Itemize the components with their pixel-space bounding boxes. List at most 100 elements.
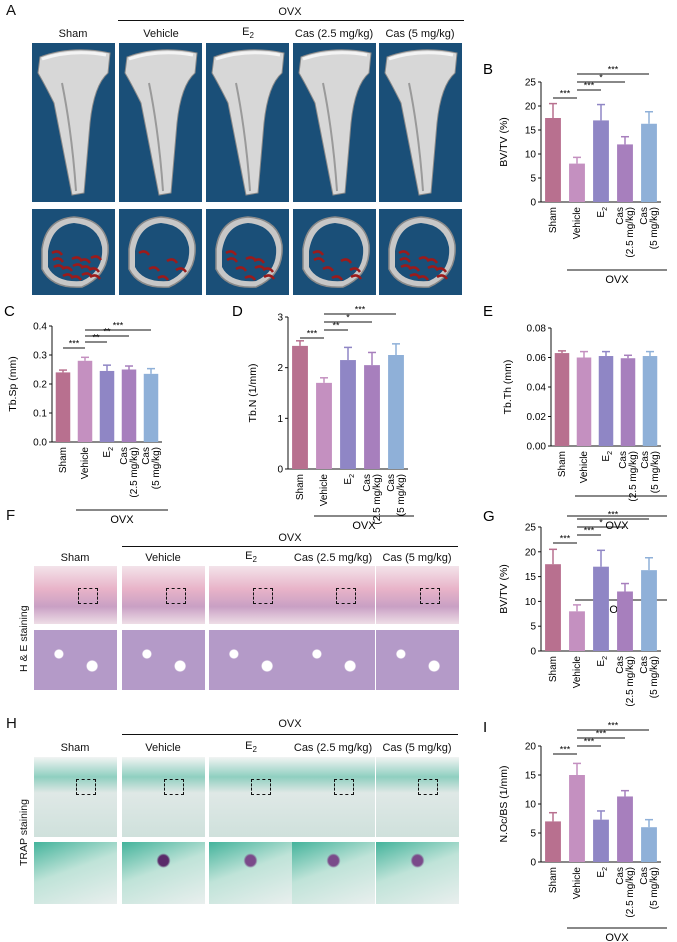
bar-cas25 bbox=[617, 144, 633, 202]
trap-zoom-image-cas5 bbox=[376, 842, 459, 904]
significance-label: *** bbox=[608, 65, 619, 75]
bar-cas5 bbox=[641, 570, 657, 651]
y-tick-label: 0.3 bbox=[33, 351, 47, 362]
bar-sham bbox=[55, 372, 71, 442]
y-tick-label: 20 bbox=[525, 102, 537, 113]
he-overview-image-cas25 bbox=[292, 566, 375, 624]
y-tick-label: 0.02 bbox=[527, 412, 547, 423]
he-side-label: H & E staining bbox=[18, 605, 30, 672]
zoom-box bbox=[418, 779, 438, 795]
trabecula bbox=[53, 264, 66, 270]
trabecula bbox=[71, 256, 84, 262]
y-tick-label: 0.1 bbox=[33, 409, 47, 420]
category-label: Cas(5 mg/kg) bbox=[639, 207, 660, 249]
trabecula bbox=[62, 273, 75, 279]
col-head-a-sham: Sham bbox=[58, 28, 88, 40]
panel-letter-a: A bbox=[6, 2, 17, 19]
trabecula bbox=[81, 272, 94, 278]
y-axis-label: BV/TV (%) bbox=[498, 564, 510, 614]
y-tick-label: 5 bbox=[530, 174, 536, 185]
y-tick-label: 0.4 bbox=[33, 322, 47, 333]
significance-label: *** bbox=[307, 329, 318, 339]
ovx-group-label: OVX bbox=[605, 932, 629, 942]
y-axis-label: Tb.Sp (mm) bbox=[7, 356, 19, 411]
zoom-box bbox=[251, 779, 271, 795]
chart-g: G 0 5 10 15 20 25 BV/TV (%) Sham Vehicle E2 Cas(2.5… bbox=[483, 508, 667, 707]
bar-e2 bbox=[598, 356, 614, 446]
bone-highlight bbox=[388, 51, 454, 61]
bone-highlight bbox=[128, 51, 194, 61]
trap-zoom-image-vehicle bbox=[122, 842, 205, 904]
bone-shadow bbox=[61, 82, 77, 192]
panel-letter-h: H bbox=[6, 715, 17, 732]
trabecula bbox=[225, 250, 238, 256]
category-label: Cas(2.5 mg/kg) bbox=[119, 447, 140, 498]
bar-cas5 bbox=[641, 827, 657, 862]
significance-label: *** bbox=[560, 89, 571, 99]
y-axis-label: Tb.N (1/mm) bbox=[247, 364, 259, 423]
bar-e2 bbox=[99, 370, 115, 442]
bone-shaft bbox=[124, 49, 198, 196]
bone-highlight bbox=[41, 51, 107, 61]
bar-sham bbox=[545, 821, 561, 862]
y-tick-label: 10 bbox=[525, 597, 537, 608]
chart-b: B 0 5 10 15 20 25 BV/TV (%) Sham Vehicle E2 Cas(2.5… bbox=[483, 61, 667, 286]
significance-label: ** bbox=[103, 327, 111, 337]
significance-label: *** bbox=[608, 721, 619, 731]
bone-shape bbox=[124, 49, 198, 196]
trap-overview-image-cas5 bbox=[376, 757, 459, 837]
bone-shaft bbox=[298, 49, 372, 196]
trabecula bbox=[340, 258, 353, 264]
y-tick-label: 25 bbox=[525, 523, 537, 534]
trabecula bbox=[157, 275, 170, 281]
col-head-h-e2: E2 bbox=[245, 740, 257, 755]
significance-label: *** bbox=[113, 321, 124, 331]
he-zoom-image-vehicle bbox=[122, 630, 205, 690]
cross-section-shape bbox=[215, 216, 283, 288]
panel-letter-c: C bbox=[4, 303, 15, 320]
trabecula bbox=[418, 256, 431, 262]
category-label: Vehicle bbox=[319, 474, 330, 507]
col-head-a-cas25: Cas (2.5 mg/kg) bbox=[294, 28, 374, 40]
panel-letter-g: G bbox=[483, 508, 495, 525]
col-head-f-cas25: Cas (2.5 mg/kg) bbox=[293, 552, 373, 564]
y-tick-label: 15 bbox=[525, 126, 537, 137]
trabecula bbox=[322, 266, 335, 272]
trabecula bbox=[400, 264, 413, 270]
col-head-f-e2: E2 bbox=[245, 550, 257, 565]
y-axis-label: Tb.Th (mm) bbox=[502, 360, 514, 415]
category-label: E2 bbox=[343, 474, 356, 485]
he-overview-image-sham bbox=[34, 566, 117, 624]
ovx-label-a: OVX bbox=[278, 6, 302, 18]
ct-cross-section-image-e2 bbox=[206, 209, 289, 295]
significance-label: ** bbox=[332, 321, 340, 331]
cross-section-shape bbox=[41, 216, 109, 288]
trabecula bbox=[398, 250, 411, 256]
trabecula bbox=[226, 257, 239, 263]
significance-label: *** bbox=[608, 510, 619, 520]
trabecula bbox=[90, 255, 103, 261]
ovx-label-f: OVX bbox=[278, 532, 302, 544]
significance-label: * bbox=[599, 518, 603, 528]
bone-shadow bbox=[235, 82, 251, 192]
significance-label: *** bbox=[596, 729, 607, 739]
y-tick-label: 0 bbox=[530, 858, 536, 869]
col-head-h-sham: Sham bbox=[60, 742, 90, 754]
bar-cas25 bbox=[121, 369, 137, 442]
category-label: Cas(5 mg/kg) bbox=[639, 867, 660, 909]
trabecula bbox=[51, 250, 64, 256]
category-label: Sham bbox=[548, 867, 559, 893]
trabecula bbox=[313, 257, 326, 263]
bone-shape bbox=[384, 49, 458, 196]
significance-label: *** bbox=[584, 81, 595, 91]
category-label: Vehicle bbox=[579, 451, 590, 484]
trap-overview-image-sham bbox=[34, 757, 117, 837]
bone-shape bbox=[211, 49, 285, 196]
bar-sham bbox=[545, 564, 561, 651]
bone-shadow bbox=[408, 82, 424, 192]
category-label: Cas(2.5 mg/kg) bbox=[615, 207, 636, 258]
ct-longitudinal-image-cas25 bbox=[293, 43, 376, 202]
zoom-box bbox=[253, 588, 273, 604]
ovx-bracket-a bbox=[118, 20, 464, 21]
ct-cross-section-image-cas25 bbox=[293, 209, 376, 295]
